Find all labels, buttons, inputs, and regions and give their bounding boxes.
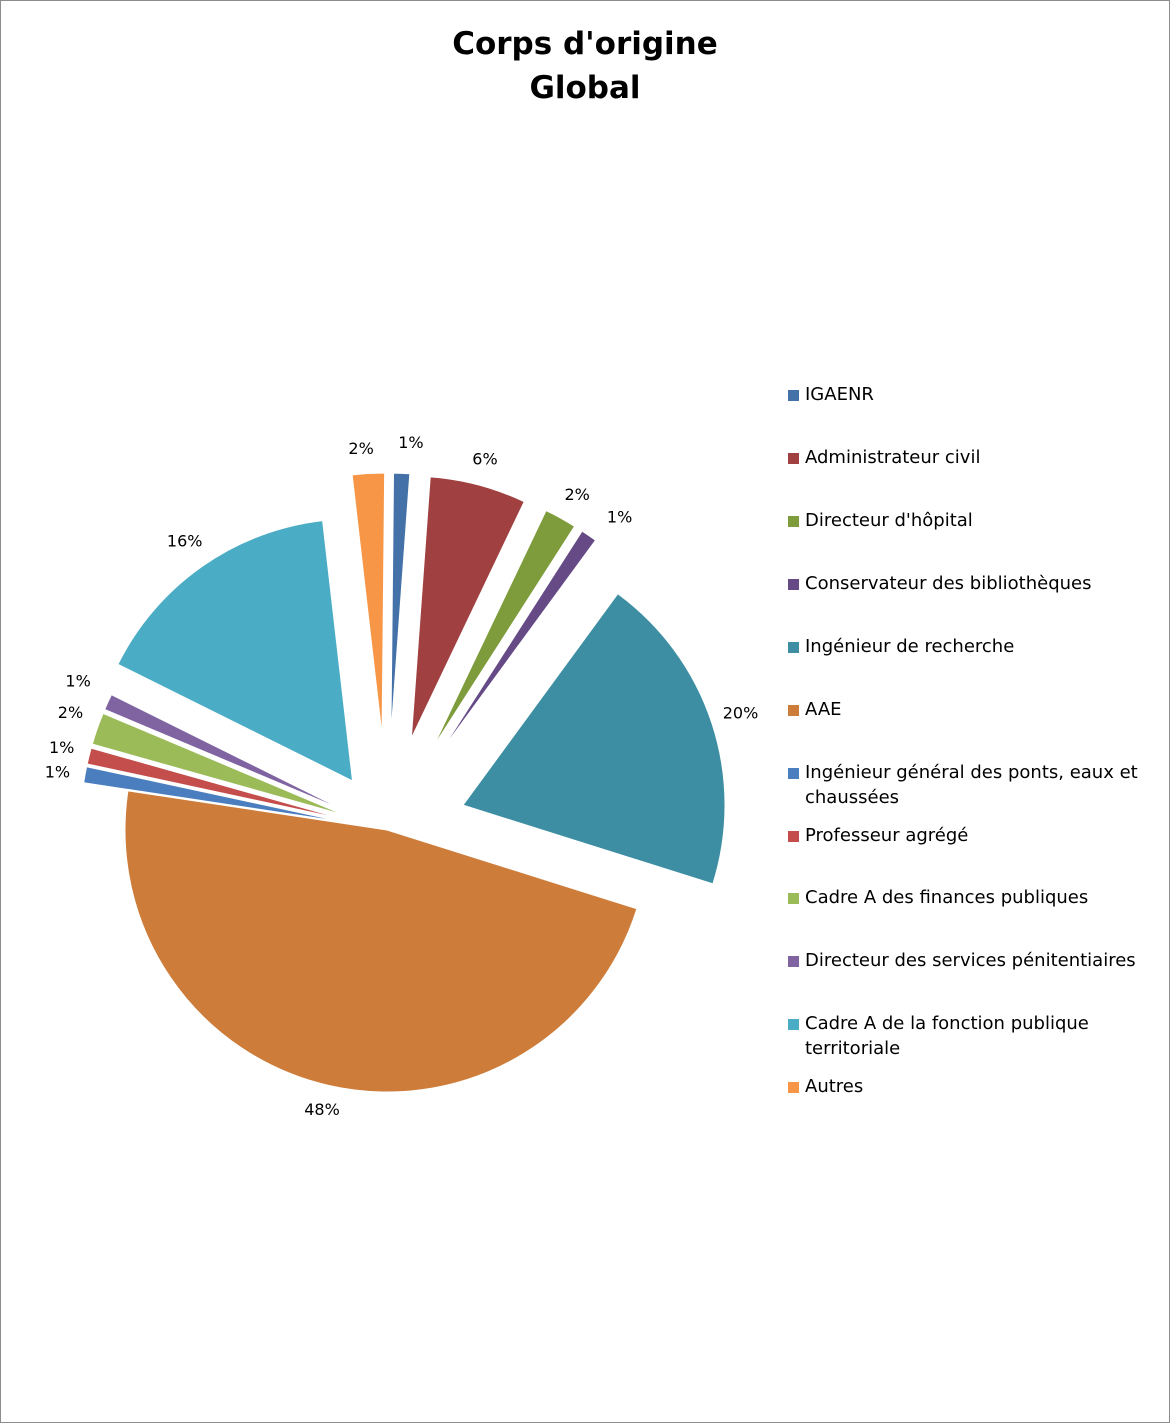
legend-swatch	[788, 831, 799, 842]
legend-swatch	[788, 453, 799, 464]
pie-data-label-11: 16%	[167, 531, 203, 550]
legend-label: Ingénieur de recherche	[805, 636, 1015, 657]
pie-slice-1	[390, 472, 411, 736]
pie-data-label-2: 6%	[472, 449, 497, 468]
legend-label: Autres	[805, 1076, 864, 1097]
legend-label: IGAENR	[805, 384, 874, 405]
legend-label: Professeur agrégé	[805, 825, 969, 846]
pie-slice-2	[410, 476, 525, 739]
pie-data-label-10: 1%	[65, 672, 90, 691]
pie-data-label-12: 2%	[348, 439, 373, 458]
pie-slice-12	[351, 472, 386, 736]
legend-label: Administrateur civil	[805, 447, 981, 468]
pie-data-label-4: 1%	[607, 508, 632, 527]
pie-slice-6	[124, 790, 638, 1093]
pie-data-label-9: 2%	[58, 703, 83, 722]
pie-slice-5	[462, 593, 726, 885]
legend-swatch	[788, 642, 799, 653]
legend-label: Cadre A de la fonction publique territor…	[805, 1013, 1089, 1059]
legend-label: Ingénieur général des ponts, eaux et cha…	[805, 762, 1138, 808]
legend-swatch	[788, 705, 799, 716]
pie-data-label-6: 48%	[304, 1100, 340, 1119]
chart-title-line-2: Global	[529, 70, 641, 106]
chart-title-line-1: Corps d'origine	[452, 26, 718, 62]
pie-data-label-8: 1%	[49, 738, 74, 757]
pie-slice-9	[91, 712, 345, 816]
pie-data-label-3: 2%	[565, 485, 590, 504]
pie-data-label-7: 1%	[45, 762, 70, 781]
legend-label: AAE	[805, 699, 842, 720]
pie-slice-3	[432, 509, 576, 748]
pie-slice-10	[104, 694, 347, 812]
legend-swatch	[788, 1019, 799, 1030]
pie-slice-7	[83, 766, 343, 823]
legend-label: Conservateur des bibliothèques	[805, 573, 1092, 594]
legend-label: Directeur d'hôpital	[805, 510, 973, 531]
legend-swatch	[788, 516, 799, 527]
legend-swatch	[788, 1082, 799, 1093]
legend-label: Directeur des services pénitentiaires	[805, 950, 1136, 971]
legend-swatch	[788, 893, 799, 904]
legend-label: Cadre A des finances publiques	[805, 887, 1089, 908]
legend-swatch	[788, 956, 799, 967]
pie-slice-11	[117, 520, 354, 782]
legend-swatch	[788, 768, 799, 779]
pie-data-label-5: 20%	[723, 704, 759, 723]
pie-slice-8	[86, 747, 344, 820]
pie-slice-4	[440, 530, 597, 752]
legend-swatch	[788, 579, 799, 590]
pie-data-label-1: 1%	[398, 433, 423, 452]
legend-swatch	[788, 390, 799, 401]
